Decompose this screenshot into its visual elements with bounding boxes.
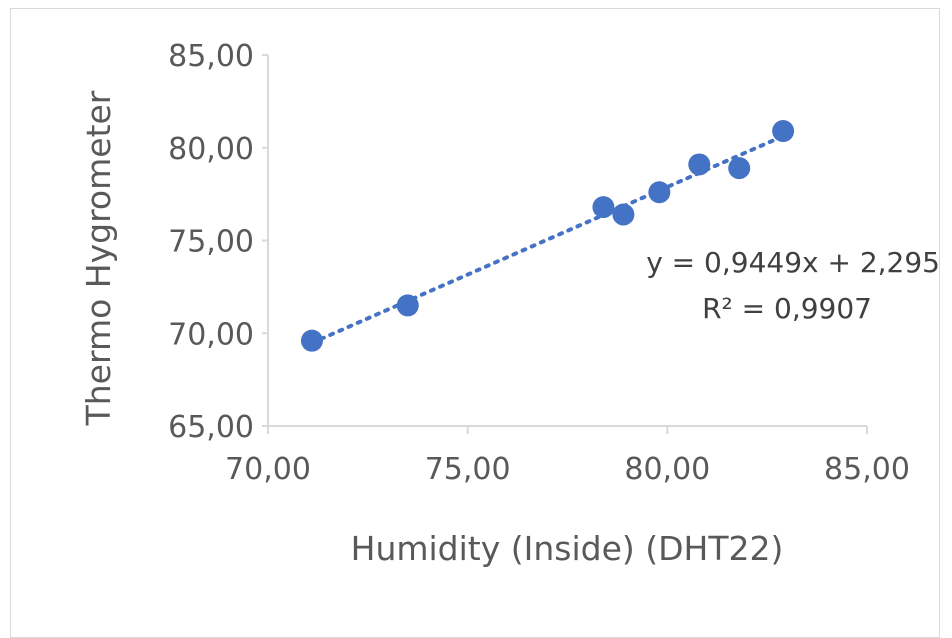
x-tick-label: 80,00 xyxy=(624,452,710,487)
scatter-chart: 65,00 70,00 75,00 80,00 85,00 70,00 75,00 80,0… xyxy=(79,39,940,568)
data-point xyxy=(592,196,615,219)
x-tick-label: 70,00 xyxy=(225,452,311,487)
data-point xyxy=(772,120,795,143)
y-tick-label: 75,00 xyxy=(168,225,254,260)
r-squared-label: R² = 0,9907 xyxy=(702,292,872,325)
data-point xyxy=(728,157,751,180)
x-axis-ticks: 70,00 75,00 80,00 85,00 xyxy=(225,426,910,487)
data-point xyxy=(648,181,671,204)
y-axis-ticks: 65,00 70,00 75,00 80,00 85,00 xyxy=(168,39,268,445)
data-points xyxy=(300,120,795,352)
x-tick-label: 75,00 xyxy=(425,452,511,487)
data-point xyxy=(396,294,419,317)
data-point xyxy=(300,329,323,352)
y-tick-label: 70,00 xyxy=(168,317,254,352)
y-tick-label: 85,00 xyxy=(168,39,254,74)
y-tick-label: 65,00 xyxy=(168,410,254,445)
trendline-equation: y = 0,9449x + 2,295 xyxy=(646,246,940,279)
y-axis-title: Thermo Hygrometer xyxy=(79,90,118,426)
x-axis-title: Humidity (Inside) (DHT22) xyxy=(351,529,784,568)
data-point xyxy=(688,153,711,176)
data-point xyxy=(612,203,635,226)
y-tick-label: 80,00 xyxy=(168,132,254,167)
x-tick-label: 85,00 xyxy=(824,452,910,487)
